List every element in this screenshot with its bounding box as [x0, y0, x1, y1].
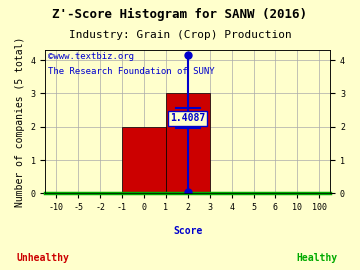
Text: Healthy: Healthy	[296, 253, 337, 263]
Text: Unhealthy: Unhealthy	[17, 253, 69, 263]
Text: Industry: Grain (Crop) Production: Industry: Grain (Crop) Production	[69, 30, 291, 40]
Text: Z'-Score Histogram for SANW (2016): Z'-Score Histogram for SANW (2016)	[53, 8, 307, 21]
Bar	[166, 93, 210, 194]
Y-axis label: Number of companies (5 total): Number of companies (5 total)	[15, 37, 25, 207]
Text: The Research Foundation of SUNY: The Research Foundation of SUNY	[48, 67, 215, 76]
X-axis label: Score: Score	[173, 226, 202, 236]
Bar	[122, 127, 166, 194]
Text: 1.4087: 1.4087	[170, 113, 206, 123]
Text: ©www.textbiz.org: ©www.textbiz.org	[48, 52, 134, 60]
